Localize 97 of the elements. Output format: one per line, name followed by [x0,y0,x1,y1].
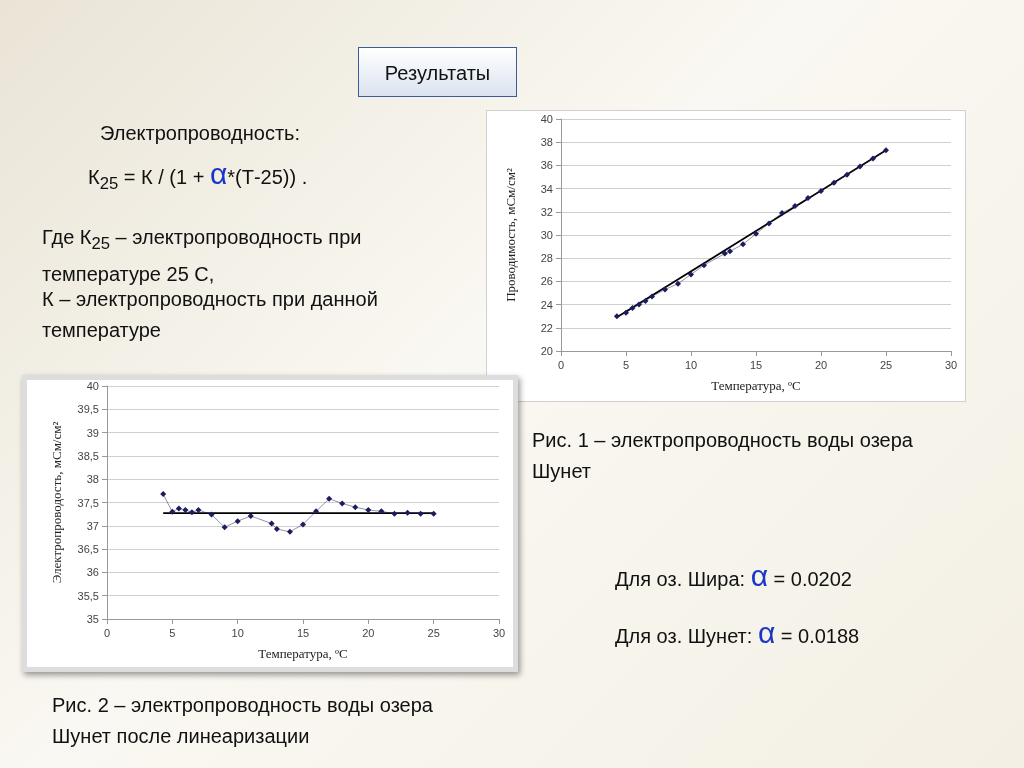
x-axis-title: Температура, ºС [258,646,348,661]
y-tick-label: 35,5 [77,589,99,602]
point [753,230,759,237]
point [169,508,176,515]
point [300,521,306,528]
point [352,504,359,511]
point [208,511,215,518]
point [160,491,167,498]
point [378,508,385,515]
point [766,220,772,227]
x-tick-label: 0 [557,358,565,371]
x-tick-label: 25 [427,626,440,639]
y-tick-label: 28 [540,252,553,265]
y-tick-label: 37,5 [77,496,99,509]
x-tick-label: 5 [622,358,630,371]
point [818,187,824,194]
y-tick-label: 36 [540,159,553,172]
text: Результаты [358,47,517,97]
point [857,163,863,170]
point [805,194,811,201]
point [188,509,195,516]
y-axis-title: Проводимость, мСм/см² [503,168,518,302]
point [613,313,620,320]
point [883,147,889,154]
point [247,513,254,520]
y-tick-label: 39 [86,426,99,439]
point [792,203,798,209]
x-tick-label: 15 [296,626,310,639]
x-tick-label: 5 [169,626,176,639]
point [195,506,202,513]
point [404,509,411,516]
point [688,271,694,278]
point [623,309,629,316]
text: Рис. 1 – электропроводность воды озера Шунет [532,428,914,484]
y-tick-label: 38 [540,136,553,149]
x-tick-label: 15 [749,358,763,371]
text: Для оз. Шунет: α = 0.0188 [615,616,861,651]
point [273,526,280,533]
x-tick-label: 20 [362,626,375,639]
point [629,305,636,312]
point [721,250,728,257]
point [430,510,437,517]
text: К – электропроводность при данной температуре [42,287,379,343]
y-axis-title: Электропроводость, мСм/см² [49,421,64,584]
text: Рис. 2 – электропроводность воды озера Шунет после линеаризации [52,693,434,749]
x-tick-label: 0 [103,626,111,639]
y-tick-label: 20 [540,345,553,357]
point [326,495,333,502]
y-tick-label: 35 [86,613,99,625]
x-tick-label: 20 [814,358,828,371]
point [313,508,320,515]
x-axis-title: Температура, ºС [711,378,801,393]
point [175,505,182,512]
y-tick-label: 36 [86,566,99,579]
point [727,248,733,255]
y-tick-label: 26 [540,275,553,288]
y-tick-label: 40 [540,113,553,125]
point [844,171,850,178]
point [675,280,681,287]
y-tick-label: 22 [540,321,553,334]
point [779,209,785,216]
point [870,155,876,162]
x-tick-label: 30 [492,626,506,639]
y-tick-label: 30 [540,229,553,241]
point [268,520,275,527]
text: Электропроводность: [100,121,302,146]
y-tick-label: 36,5 [77,543,99,556]
y-tick-label: 39,5 [77,403,99,416]
point [831,179,837,186]
point [391,510,398,517]
x-tick-label: 25 [879,358,893,371]
point [642,298,649,305]
x-tick-label: 30 [944,358,958,371]
point [662,286,668,293]
point [740,241,746,248]
x-tick-label: 10 [684,358,698,371]
point [221,524,228,531]
text: К$_{25}$ = К / (1 + α*(Т-25)) . [88,157,309,195]
y-tick-label: 34 [540,182,553,195]
point [339,500,346,507]
y-tick-label: 38 [86,473,99,486]
x-tick-label: 10 [231,626,244,639]
y-tick-label: 32 [540,205,553,218]
point [417,510,424,517]
y-tick-label: 38,5 [77,449,99,462]
point [701,262,707,269]
y-tick-label: 24 [540,298,553,311]
point [286,528,293,535]
y-tick-label: 37 [86,519,99,532]
point [649,293,655,300]
point [636,301,642,308]
y-tick-label: 40 [86,380,99,392]
point [182,506,189,513]
text: Для оз. Шира: α = 0.0202 [615,559,853,594]
point [365,506,372,513]
point [234,518,241,525]
text: Где К$_{25}$ – электропроводность при температуре 25 С, [42,226,362,285]
